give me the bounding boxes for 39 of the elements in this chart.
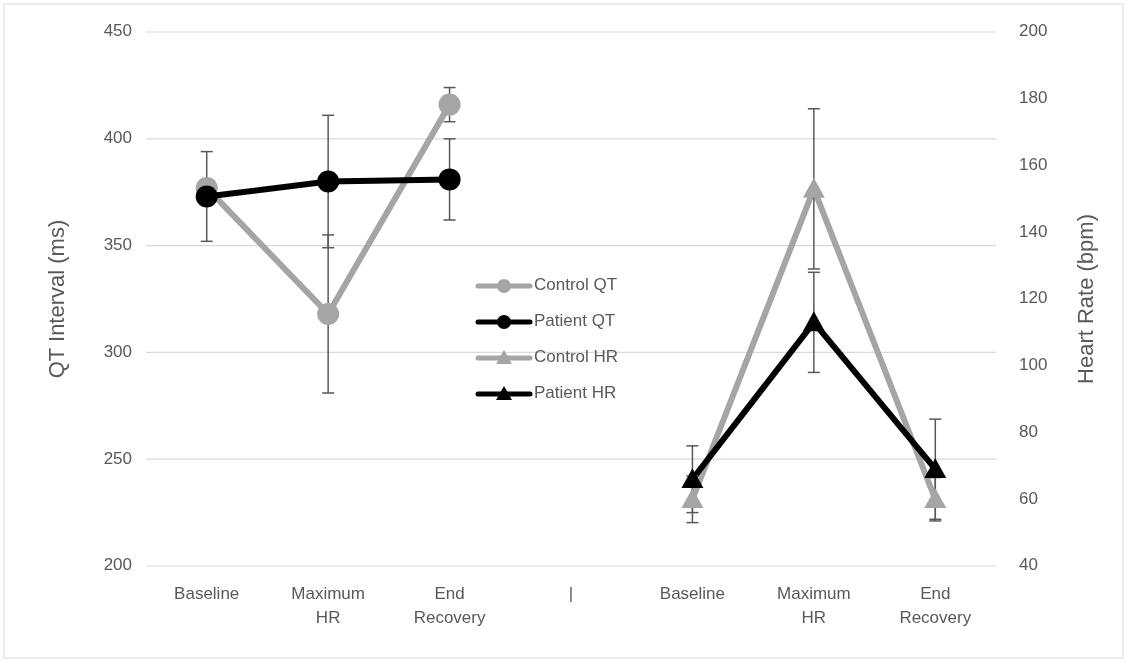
x-tick-label: Maximum HR	[777, 584, 851, 627]
x-tick-label: Maximum HR	[291, 584, 365, 627]
x-tick-label: Baseline	[174, 584, 240, 603]
point	[317, 170, 340, 193]
point	[924, 458, 947, 479]
point	[681, 468, 704, 489]
y2-tick-label: 160	[1019, 154, 1048, 174]
point	[317, 302, 340, 325]
point	[438, 168, 461, 191]
y2-tick-label: 80	[1019, 421, 1038, 441]
y2-tick-label: 100	[1019, 355, 1048, 375]
y-axis-title: QT Interval (ms)	[44, 219, 69, 379]
x-tick-label: Baseline	[659, 584, 726, 603]
point	[802, 177, 825, 198]
legend-label: Patient HR	[534, 383, 617, 403]
x-tick-label: End Recovery	[413, 584, 486, 627]
legend-label: Control HR	[534, 347, 619, 367]
y-tick-label: 200	[103, 555, 132, 575]
y-tick-label: 400	[103, 128, 132, 148]
y2-tick-label: 180	[1019, 88, 1048, 108]
point	[438, 93, 461, 116]
legend-label: Patient QT	[534, 311, 616, 331]
y2-tick-label: 140	[1019, 221, 1048, 241]
point	[195, 185, 218, 208]
legend-label: Control QT	[534, 275, 618, 295]
y-tick-label: 450	[103, 21, 132, 41]
y-tick-label: 350	[103, 235, 132, 255]
x-tick-label: End Recovery	[899, 584, 972, 627]
point	[681, 488, 704, 509]
y2-tick-label: 120	[1019, 288, 1048, 308]
y2-tick-label: 60	[1019, 488, 1038, 508]
y-tick-label: 300	[103, 341, 132, 361]
y2-axis-title: Heart Rate (bpm)	[1073, 214, 1098, 384]
y-tick-label: 250	[103, 448, 132, 468]
y2-tick-label: 200	[1019, 21, 1048, 41]
x-tick-label: |	[568, 584, 574, 603]
point	[924, 488, 947, 509]
point	[802, 311, 825, 332]
y2-tick-label: 40	[1019, 555, 1038, 575]
